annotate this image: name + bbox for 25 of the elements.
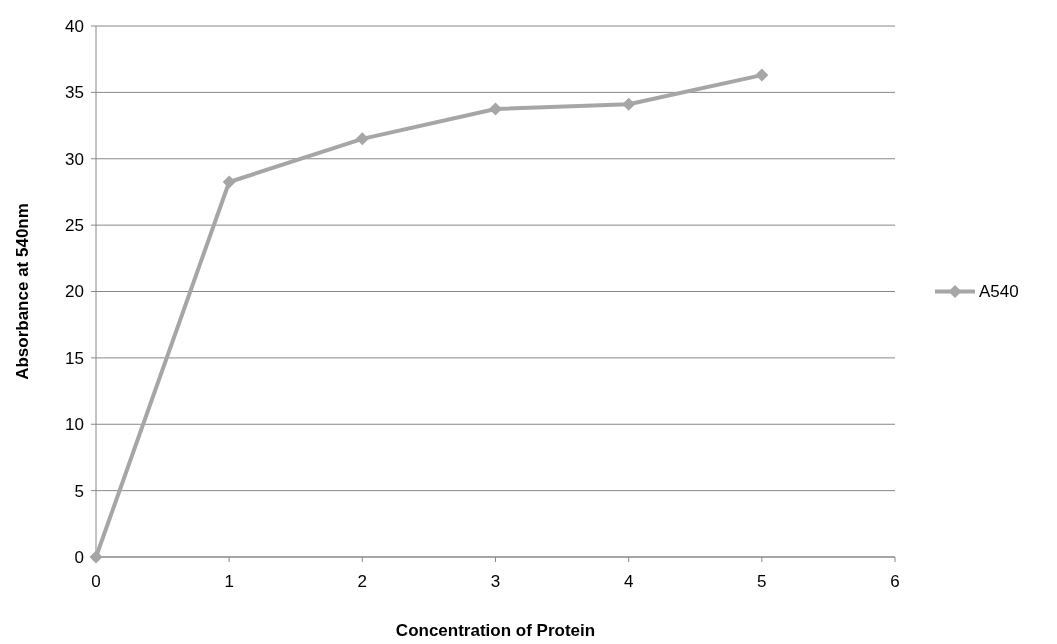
y-tick-label: 10 bbox=[65, 415, 84, 435]
x-tick-label: 2 bbox=[357, 572, 368, 591]
point bbox=[89, 550, 103, 564]
x-tick-label: 4 bbox=[623, 572, 634, 591]
x-tick-label: 1 bbox=[224, 572, 234, 591]
point bbox=[355, 132, 369, 146]
x-axis-title: Concentration of Protein bbox=[395, 621, 596, 640]
y-tick-label: 0 bbox=[74, 547, 84, 567]
point bbox=[622, 97, 636, 111]
y-axis-title: Absorbance at 540nm bbox=[13, 203, 32, 380]
y-tick-label: 15 bbox=[65, 348, 84, 368]
y-tick-label: 40 bbox=[65, 16, 84, 36]
x-tick-label: 3 bbox=[490, 572, 501, 591]
y-tick-label: 35 bbox=[65, 83, 84, 103]
y-tick-label: 25 bbox=[65, 216, 84, 236]
point bbox=[489, 102, 502, 116]
y-tick-label: 30 bbox=[65, 149, 84, 169]
x-tick-label: 5 bbox=[757, 572, 767, 591]
y-tick-label: 20 bbox=[65, 282, 84, 302]
point bbox=[755, 68, 769, 82]
y-tick-label: 5 bbox=[74, 481, 84, 501]
point bbox=[222, 175, 236, 189]
x-tick-label: 0 bbox=[91, 572, 101, 591]
x-tick-label: 6 bbox=[890, 572, 900, 591]
legend-label: A540 bbox=[979, 282, 1019, 302]
